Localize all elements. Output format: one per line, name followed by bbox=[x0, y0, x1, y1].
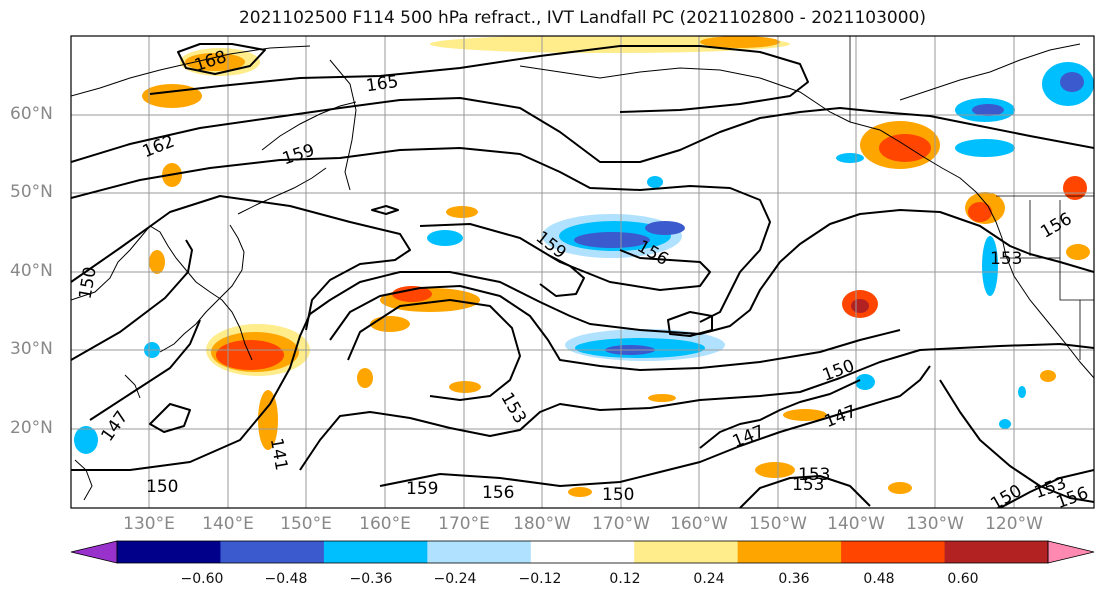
positive-patch bbox=[888, 482, 912, 494]
colorbar-segment bbox=[323, 541, 428, 563]
contour-label: 153 bbox=[990, 249, 1022, 269]
colorbar-tick-label: −0.36 bbox=[349, 571, 393, 587]
negative-patch bbox=[574, 232, 650, 248]
contour-label-layer: 168 165 162 159 159 156 153 150 150 150 … bbox=[75, 47, 1091, 508]
positive-patch bbox=[258, 390, 278, 450]
contour-label: 159 bbox=[406, 479, 438, 499]
lat-label: 30°N bbox=[10, 339, 53, 359]
positive-patch bbox=[700, 36, 780, 48]
lon-label: 150°E bbox=[280, 514, 332, 534]
refractivity-contours bbox=[71, 43, 1094, 508]
lon-label: 130°W bbox=[906, 514, 964, 534]
colorbar-tick-label: 0.24 bbox=[693, 571, 725, 587]
negative-patch bbox=[982, 236, 998, 296]
positive-patch bbox=[449, 381, 481, 393]
colorbar-high-extension bbox=[1047, 540, 1095, 564]
positive-patch bbox=[392, 286, 432, 302]
lon-label: 130°E bbox=[123, 514, 175, 534]
positive-patch bbox=[185, 53, 245, 71]
coastlines bbox=[71, 43, 1094, 501]
colorbar bbox=[70, 540, 1095, 564]
positive-patch bbox=[648, 394, 676, 402]
colorbar-segment bbox=[427, 541, 532, 563]
positive-patch bbox=[968, 202, 992, 222]
positive-patch bbox=[430, 36, 790, 53]
colorbar-tick-label: 0.12 bbox=[609, 571, 641, 587]
colorbar-tick-label: 0.60 bbox=[947, 571, 979, 587]
positive-patch bbox=[851, 299, 869, 313]
political-boundaries bbox=[849, 36, 1094, 360]
positive-patch bbox=[446, 206, 478, 218]
negative-patch bbox=[836, 153, 864, 163]
colorbar-segment bbox=[220, 541, 325, 563]
colorbar-segment bbox=[530, 541, 635, 563]
colorbar-low-extension bbox=[70, 540, 118, 564]
negative-patch bbox=[645, 221, 685, 235]
contour-label: 153 bbox=[792, 475, 824, 495]
lon-label: 180°W bbox=[513, 514, 571, 534]
lon-label: 140°W bbox=[827, 514, 885, 534]
lat-label: 60°N bbox=[10, 104, 53, 124]
contour-label: 165 bbox=[365, 72, 400, 96]
colorbar-tick-label: 0.48 bbox=[863, 571, 895, 587]
lon-label: 120°W bbox=[985, 514, 1043, 534]
lon-label: 140°E bbox=[202, 514, 254, 534]
colorbar-tick-label: −0.24 bbox=[433, 571, 477, 587]
negative-patch bbox=[427, 230, 463, 246]
lon-label: 170°W bbox=[592, 514, 650, 534]
negative-patch bbox=[955, 139, 1015, 157]
positive-patch bbox=[357, 368, 373, 388]
contour-label: 156 bbox=[482, 483, 514, 503]
negative-patch bbox=[1018, 386, 1026, 398]
positive-patch bbox=[142, 84, 202, 108]
positive-patch bbox=[1063, 176, 1087, 200]
lat-label: 40°N bbox=[10, 261, 53, 281]
positive-patch bbox=[1040, 370, 1056, 382]
colorbar-segment bbox=[841, 541, 946, 563]
contour-label: 150 bbox=[602, 485, 634, 505]
map-title: 2021102500 F114 500 hPa refract., IVT La… bbox=[238, 8, 926, 28]
colorbar-tick-label: −0.48 bbox=[264, 571, 308, 587]
positive-patch bbox=[370, 316, 410, 332]
contour-label: 153 bbox=[798, 465, 830, 485]
negative-patch bbox=[647, 176, 663, 188]
lat-label: 50°N bbox=[10, 182, 53, 202]
lon-label: 160°W bbox=[670, 514, 728, 534]
lon-label: 150°W bbox=[749, 514, 807, 534]
negative-patch bbox=[972, 104, 1004, 116]
positive-patch bbox=[755, 462, 795, 478]
anomaly-fill-layer bbox=[74, 36, 1094, 497]
contour-label: 150 bbox=[146, 477, 178, 497]
lon-label: 170°E bbox=[438, 514, 490, 534]
colorbar-tick-label: −0.12 bbox=[518, 571, 562, 587]
positive-patch bbox=[783, 409, 827, 421]
lat-label: 20°N bbox=[10, 418, 53, 438]
colorbar-segment bbox=[737, 541, 842, 563]
colorbar-segment bbox=[117, 541, 221, 563]
positive-patch bbox=[568, 487, 592, 497]
colorbar-segment bbox=[944, 541, 1049, 563]
positive-patch bbox=[1066, 244, 1090, 260]
lon-label: 160°E bbox=[359, 514, 411, 534]
colorbar-tick-label: −0.60 bbox=[180, 571, 224, 587]
map-frame bbox=[70, 35, 1095, 509]
negative-patch bbox=[855, 374, 875, 390]
negative-patch bbox=[74, 426, 98, 454]
positive-patch bbox=[149, 250, 165, 274]
colorbar-outline bbox=[116, 540, 1049, 564]
negative-patch bbox=[1060, 72, 1084, 92]
negative-patch bbox=[999, 419, 1011, 429]
colorbar-segment bbox=[634, 541, 739, 563]
colorbar-tick-label: 0.36 bbox=[778, 571, 810, 587]
colorbar-segments bbox=[117, 541, 1049, 563]
positive-patch bbox=[879, 134, 931, 162]
